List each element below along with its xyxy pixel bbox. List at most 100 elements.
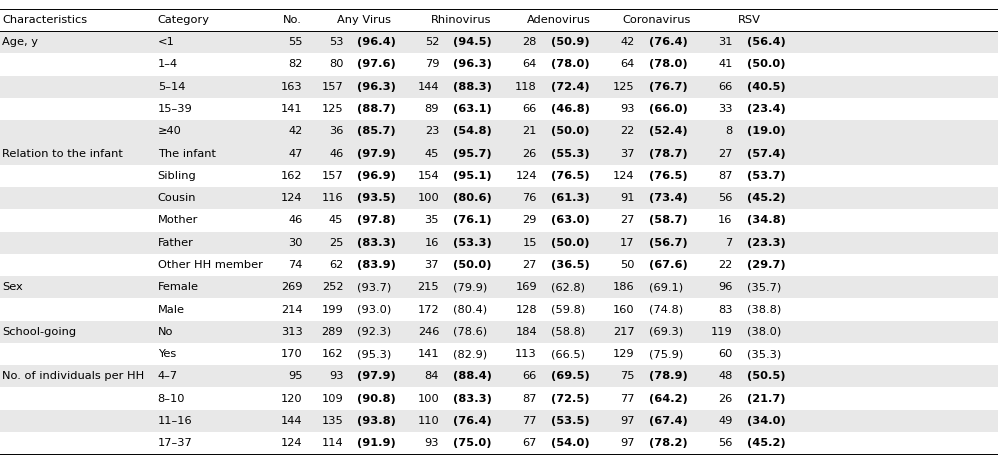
Text: (95.7): (95.7) <box>453 148 492 159</box>
Text: 160: 160 <box>613 304 635 315</box>
Text: Category: Category <box>158 15 210 25</box>
Text: (54.0): (54.0) <box>551 438 590 448</box>
Text: (56.4): (56.4) <box>747 37 785 47</box>
Text: 214: 214 <box>280 304 302 315</box>
Text: (50.9): (50.9) <box>551 37 590 47</box>
Text: 23: 23 <box>425 126 439 137</box>
Text: (35.7): (35.7) <box>747 282 780 292</box>
Text: 93: 93 <box>620 104 635 114</box>
Text: (96.4): (96.4) <box>357 37 396 47</box>
Text: Any Virus: Any Virus <box>337 15 391 25</box>
Text: 77: 77 <box>620 393 635 404</box>
Text: 47: 47 <box>288 148 302 159</box>
Text: Sibling: Sibling <box>158 171 197 181</box>
Text: (55.3): (55.3) <box>551 148 590 159</box>
Text: 120: 120 <box>280 393 302 404</box>
Text: (91.9): (91.9) <box>357 438 396 448</box>
Text: (75.0): (75.0) <box>453 438 492 448</box>
Text: 46: 46 <box>288 215 302 226</box>
Text: 66: 66 <box>523 104 537 114</box>
Text: 60: 60 <box>719 349 733 359</box>
Text: 97: 97 <box>620 416 635 426</box>
Text: 119: 119 <box>711 327 733 337</box>
Text: 17–37: 17–37 <box>158 438 193 448</box>
Text: 22: 22 <box>719 260 733 270</box>
Text: 1–4: 1–4 <box>158 59 178 70</box>
Text: 37: 37 <box>620 148 635 159</box>
Text: 252: 252 <box>321 282 343 292</box>
Text: (92.3): (92.3) <box>357 327 391 337</box>
Text: 27: 27 <box>621 215 635 226</box>
Text: (63.0): (63.0) <box>551 215 590 226</box>
Text: 15–39: 15–39 <box>158 104 193 114</box>
Text: 8–10: 8–10 <box>158 393 186 404</box>
Text: Rhinovirus: Rhinovirus <box>431 15 491 25</box>
Text: (61.3): (61.3) <box>551 193 590 203</box>
Text: 91: 91 <box>620 193 635 203</box>
Text: (56.7): (56.7) <box>649 237 688 248</box>
Text: 269: 269 <box>280 282 302 292</box>
Text: Female: Female <box>158 282 199 292</box>
Text: (97.9): (97.9) <box>357 148 396 159</box>
Text: 42: 42 <box>621 37 635 47</box>
Text: 125: 125 <box>613 82 635 92</box>
Text: 28: 28 <box>523 37 537 47</box>
Text: (53.5): (53.5) <box>551 416 590 426</box>
Text: (57.4): (57.4) <box>747 148 785 159</box>
Text: 118: 118 <box>515 82 537 92</box>
Text: (73.4): (73.4) <box>649 193 688 203</box>
Text: 53: 53 <box>328 37 343 47</box>
Text: No: No <box>158 327 174 337</box>
Text: (23.3): (23.3) <box>747 237 785 248</box>
Text: 313: 313 <box>280 327 302 337</box>
Text: (83.9): (83.9) <box>357 260 396 270</box>
Text: 82: 82 <box>288 59 302 70</box>
Text: 45: 45 <box>425 148 439 159</box>
Text: (63.1): (63.1) <box>453 104 492 114</box>
Bar <box>0 365 998 388</box>
Text: (78.7): (78.7) <box>649 148 688 159</box>
Text: (88.7): (88.7) <box>357 104 396 114</box>
Text: 184: 184 <box>515 327 537 337</box>
Text: (75.9): (75.9) <box>649 349 683 359</box>
Text: ≥40: ≥40 <box>158 126 182 137</box>
Text: 84: 84 <box>425 371 439 382</box>
Text: 289: 289 <box>321 327 343 337</box>
Text: (96.9): (96.9) <box>357 171 396 181</box>
Text: (59.8): (59.8) <box>551 304 585 315</box>
Text: (23.4): (23.4) <box>747 104 785 114</box>
Text: (50.0): (50.0) <box>551 126 590 137</box>
Text: 109: 109 <box>321 393 343 404</box>
Text: (74.8): (74.8) <box>649 304 683 315</box>
Text: 116: 116 <box>321 193 343 203</box>
Text: (38.0): (38.0) <box>747 327 780 337</box>
Text: 93: 93 <box>424 438 439 448</box>
Text: 27: 27 <box>523 260 537 270</box>
Text: 97: 97 <box>620 438 635 448</box>
Text: School-going: School-going <box>2 327 76 337</box>
Text: 25: 25 <box>329 237 343 248</box>
Bar <box>0 410 998 432</box>
Text: Cousin: Cousin <box>158 193 197 203</box>
Text: 169: 169 <box>515 282 537 292</box>
Text: 186: 186 <box>613 282 635 292</box>
Text: Father: Father <box>158 237 194 248</box>
Text: (97.9): (97.9) <box>357 371 396 382</box>
Text: 79: 79 <box>424 59 439 70</box>
Text: 100: 100 <box>417 193 439 203</box>
Text: (93.0): (93.0) <box>357 304 391 315</box>
Text: (83.3): (83.3) <box>453 393 492 404</box>
Text: No.: No. <box>283 15 301 25</box>
Text: 22: 22 <box>621 126 635 137</box>
Bar <box>0 276 998 299</box>
Text: 157: 157 <box>321 171 343 181</box>
Text: (35.3): (35.3) <box>747 349 780 359</box>
Text: 27: 27 <box>719 148 733 159</box>
Text: 87: 87 <box>718 171 733 181</box>
Text: (80.4): (80.4) <box>453 304 487 315</box>
Text: 41: 41 <box>719 59 733 70</box>
Text: 83: 83 <box>718 304 733 315</box>
Text: 154: 154 <box>417 171 439 181</box>
Text: 49: 49 <box>719 416 733 426</box>
Text: Relation to the infant: Relation to the infant <box>2 148 123 159</box>
